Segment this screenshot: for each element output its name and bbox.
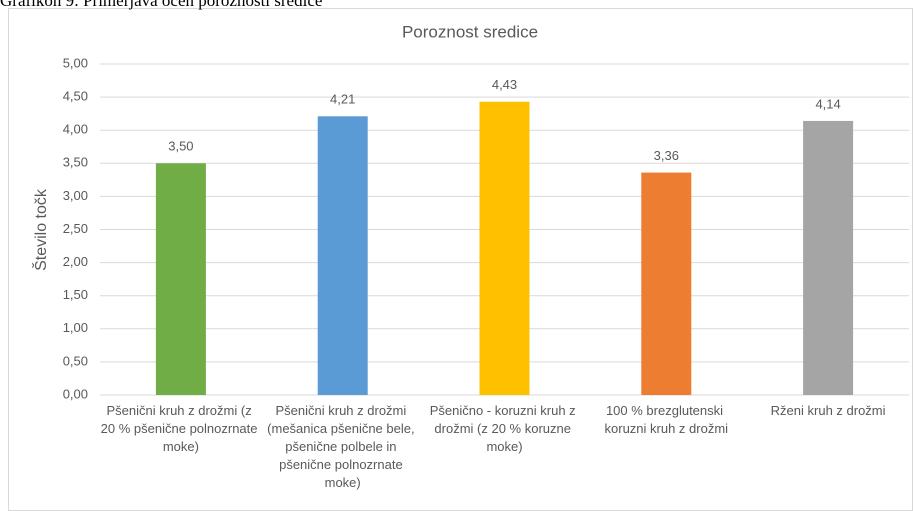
data-label: 3,36 xyxy=(654,148,679,163)
y-tick-label: 4,00 xyxy=(63,122,88,137)
data-label: 4,21 xyxy=(330,92,355,107)
y-tick-label: 2,00 xyxy=(63,254,88,269)
x-tick-label: Rženi kruh z drožmi xyxy=(771,403,886,418)
y-tick-label: 3,50 xyxy=(63,155,88,170)
figure-caption: Grafikon 9: Primerjava ocen poroznosti s… xyxy=(0,0,322,10)
data-label: 4,14 xyxy=(815,96,840,111)
y-tick-label: 3,00 xyxy=(63,188,88,203)
bar xyxy=(155,163,206,395)
y-axis-label: Število točk xyxy=(31,188,50,271)
bar xyxy=(641,172,692,395)
y-tick-label: 0,00 xyxy=(63,386,88,401)
y-tick-label: 1,50 xyxy=(63,287,88,302)
x-tick-label: Pšenični kruh z drožmi (z 20 % pšenične … xyxy=(101,403,261,454)
x-tick-label: Pšenični kruh z drožmi (mešanica pšeničn… xyxy=(267,403,418,490)
y-tick-label: 0,50 xyxy=(63,353,88,368)
x-tick-label: 100 % brezglutenski koruzni kruh z drožm… xyxy=(605,403,729,436)
data-label: 3,50 xyxy=(168,139,193,154)
y-tick-label: 5,00 xyxy=(63,55,88,70)
x-tick-label: Pšenično - koruzni kruh z drožmi (z 20 %… xyxy=(430,403,580,454)
bar xyxy=(479,101,530,395)
y-tick-label: 4,50 xyxy=(63,89,88,104)
y-tick-label: 1,00 xyxy=(63,320,88,335)
bar xyxy=(317,116,368,395)
chart-title: Poroznost sredice xyxy=(402,22,538,41)
data-label: 4,43 xyxy=(492,77,517,92)
bar xyxy=(803,120,854,395)
y-tick-label: 2,50 xyxy=(63,221,88,236)
